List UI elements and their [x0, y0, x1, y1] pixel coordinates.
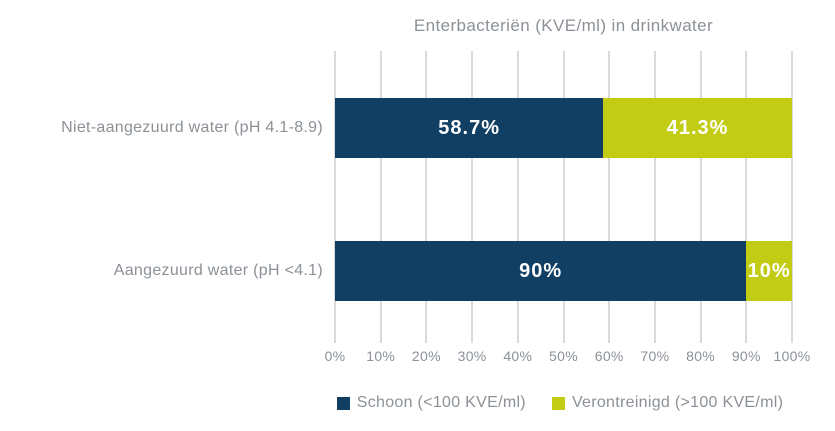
gridline: [608, 51, 610, 343]
x-tick-label: 0%: [324, 348, 346, 364]
gridline: [745, 51, 747, 343]
legend: Schoon (<100 KVE/ml) Verontreinigd (>100 …: [300, 394, 820, 412]
gridline: [380, 51, 382, 343]
category-label: Niet-aangezuurd water (pH 4.1-8.9): [61, 119, 323, 136]
bar-segment-verontreinigd: 10%: [746, 241, 792, 301]
bar-segment-schoon: 90%: [335, 241, 747, 301]
gridline: [700, 51, 702, 343]
x-tick-label: 60%: [594, 348, 624, 364]
legend-item-schoon: Schoon (<100 KVE/ml): [336, 394, 526, 412]
legend-label: Verontreinigd (>100 KVE/ml): [571, 394, 784, 411]
x-tick-label: 10%: [366, 348, 396, 364]
bar-value-label: 10%: [747, 259, 791, 282]
x-tick-label: 90%: [731, 348, 761, 364]
x-tick-label: 50%: [549, 348, 578, 364]
gridline: [471, 51, 473, 343]
bar-segment-verontreinigd: 41.3%: [603, 98, 792, 158]
gridline: [654, 51, 656, 343]
x-tick-label: 100%: [773, 348, 811, 364]
legend-label: Schoon (<100 KVE/ml): [356, 394, 526, 411]
bar-value-label: 58.7%: [438, 116, 500, 139]
x-tick-label: 80%: [686, 348, 716, 364]
category-label: Aangezuurd water (pH <4.1): [113, 262, 323, 279]
plot-area: 58.7% 41.3% 90% 10%: [334, 51, 793, 343]
bar-segment-schoon: 58.7%: [335, 98, 604, 158]
x-tick-label: 70%: [640, 348, 670, 364]
x-tick-label: 40%: [503, 348, 533, 364]
bar-value-label: 41.3%: [666, 116, 729, 139]
bar-value-label: 90%: [519, 259, 563, 282]
gridline: [791, 51, 793, 343]
legend-swatch-icon: [551, 396, 565, 410]
x-axis: 0% 10% 20% 30% 40% 50% 60% 70% 80% 90% 100%: [325, 348, 811, 368]
x-tick-label: 20%: [411, 348, 441, 364]
legend-swatch-icon: [336, 396, 350, 410]
x-tick-label: 30%: [457, 348, 487, 364]
legend-item-verontreinigd: Verontreinigd (>100 KVE/ml): [551, 394, 784, 412]
gridline: [563, 51, 564, 343]
bar-row: 58.7% 41.3%: [335, 98, 792, 158]
bar-row: 90% 10%: [335, 241, 792, 301]
gridline: [425, 51, 427, 343]
chart-title: Enterbacteriën (KVE/ml) in drinkwater: [413, 16, 714, 35]
gridline: [517, 51, 519, 343]
gridline: [334, 51, 336, 343]
